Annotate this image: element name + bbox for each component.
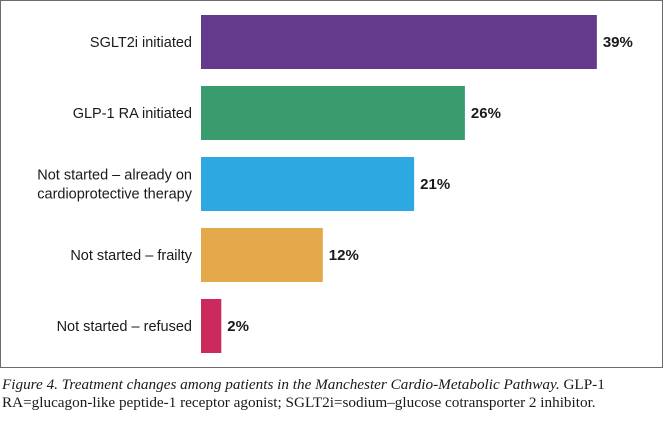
category-label-sglt2i-initiated: SGLT2i initiated: [90, 35, 192, 51]
bar-not-started-frailty: [201, 228, 323, 282]
category-label-not-started-frailty: Not started – frailty: [70, 248, 192, 264]
value-label-not-started-frailty: 12%: [329, 247, 359, 264]
category-label-not-started-already-on-cardioprotective-therapy-line-2: cardioprotective therapy: [37, 187, 192, 203]
value-label-not-started-already-on-cardioprotective-therapy: 21%: [420, 176, 450, 193]
category-label-glp-1-ra-initiated: GLP-1 RA initiated: [73, 106, 192, 122]
bar-chart: 39% SGLT2i initiated 26% GLP-1 RA initiated…: [37, 15, 633, 353]
caption-title: Figure 4. Treatment changes among patien…: [2, 376, 560, 393]
bar-glp-1-ra-initiated: [201, 86, 465, 140]
caption-text: GLP-1 RA=glucagon-like peptide-1 recepto…: [2, 376, 605, 411]
bar-sglt2i-initiated: [201, 15, 597, 69]
category-label-not-started-already-on-cardioprotective-therapy-line-1: Not started – already on: [37, 168, 192, 184]
category-label-not-started-refused: Not started – refused: [57, 319, 192, 335]
value-label-glp-1-ra-initiated: 26%: [471, 105, 501, 122]
figure-caption: Figure 4. Treatment changes among patien…: [2, 376, 662, 412]
value-label-sglt2i-initiated: 39%: [603, 34, 633, 51]
value-label-not-started-refused: 2%: [227, 318, 249, 335]
bar-not-started-already-on-cardioprotective-therapy: [201, 157, 415, 211]
bar-not-started-refused: [201, 299, 222, 353]
chart-frame: [0, 0, 663, 368]
